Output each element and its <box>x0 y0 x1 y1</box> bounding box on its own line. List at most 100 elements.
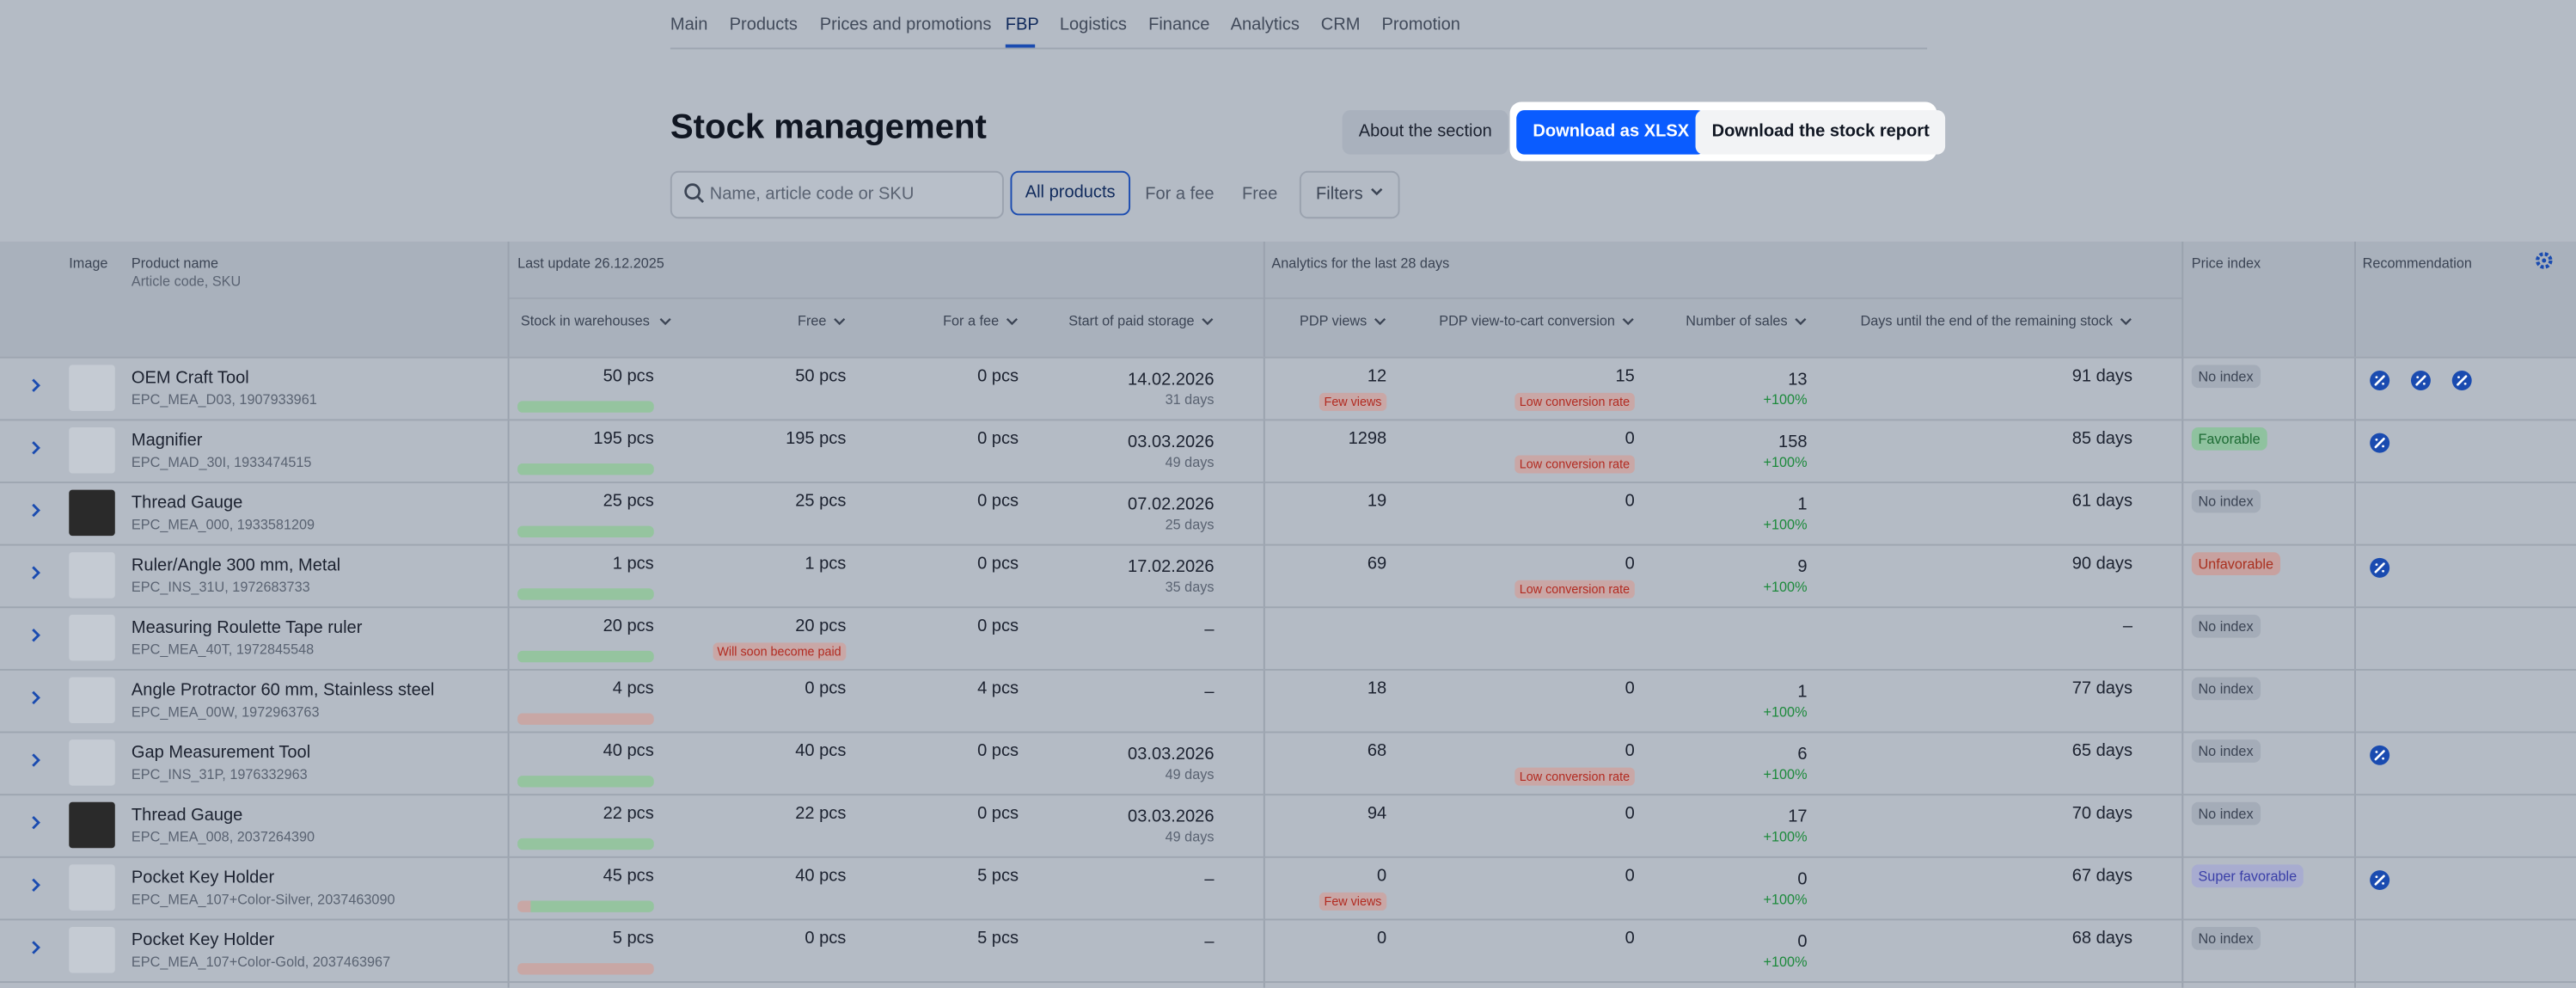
filter-tab[interactable]: Free <box>1242 184 1278 205</box>
column-header[interactable]: Free <box>798 312 827 329</box>
nav-item[interactable]: Analytics <box>1230 15 1300 35</box>
stock-bar <box>517 900 531 912</box>
price-index-badge: No index <box>2191 739 2261 763</box>
product-name[interactable]: Thread Gauge <box>131 493 243 513</box>
sales-change: +100% <box>1763 765 1808 782</box>
filter-tab[interactable]: All products <box>1010 170 1130 216</box>
search-icon <box>684 183 705 204</box>
price-index-badge: Super favorable <box>2191 864 2304 888</box>
sales: 0 <box>1797 869 1808 890</box>
download-xlsx-button[interactable]: Download as XLSX <box>1516 110 1706 155</box>
sales: 6 <box>1797 744 1808 764</box>
free: 0 pcs <box>805 928 847 948</box>
nav-item[interactable]: Finance <box>1148 15 1210 35</box>
product-name[interactable]: Ruler/Angle 300 mm, Metal <box>131 555 341 575</box>
column-header[interactable]: Days until the end of the remaining stoc… <box>1860 312 2114 329</box>
product-name[interactable]: Thread Gauge <box>131 805 243 825</box>
start-date: 03.03.2026 <box>1128 744 1215 764</box>
stock: 45 pcs <box>603 866 654 887</box>
header-product-sub: Article code, SKU <box>131 273 242 290</box>
fee: 0 pcs <box>977 803 1019 824</box>
free: 22 pcs <box>795 803 847 824</box>
product-name[interactable]: Pocket Key Holder <box>131 930 275 950</box>
row-divider <box>0 918 2576 921</box>
product-image <box>69 365 115 411</box>
filters-button-frame[interactable] <box>1299 170 1400 219</box>
product-code: EPC_MAD_30I, 1933474515 <box>131 453 312 470</box>
conversion-note: Low conversion rate <box>1514 767 1635 786</box>
header-last-update: Last update 26.12.2025 <box>517 255 664 272</box>
column-header[interactable]: Stock in warehouses <box>520 312 650 329</box>
nav-item[interactable]: CRM <box>1320 15 1361 35</box>
conversion: 0 <box>1625 866 1635 887</box>
row-divider <box>0 543 2576 546</box>
free: 40 pcs <box>795 741 847 761</box>
days-left: 77 days <box>2071 678 2132 699</box>
nav-item[interactable]: Main <box>670 15 708 35</box>
chevron <box>834 318 846 326</box>
start-date: – <box>1204 619 1215 640</box>
column-header[interactable]: PDP view-to-cart conversion <box>1439 312 1615 329</box>
sales-change: +100% <box>1763 953 1808 970</box>
product-name[interactable]: Gap Measurement Tool <box>131 742 311 763</box>
chevron <box>1795 318 1807 326</box>
sales: 17 <box>1788 807 1808 827</box>
column-header[interactable]: Start of paid storage <box>1068 312 1195 329</box>
header-analytics: Analytics for the last 28 days <box>1271 255 1450 272</box>
about-button[interactable]: About the section <box>1342 110 1508 155</box>
stock-bar <box>517 463 654 476</box>
conversion: 0 <box>1625 803 1635 824</box>
column-header[interactable]: PDP views <box>1300 312 1368 329</box>
days-left: 61 days <box>2071 491 2132 512</box>
column-header[interactable]: For a fee <box>943 312 1000 329</box>
filters-button[interactable]: Filters <box>1316 184 1363 205</box>
nav-item[interactable]: Promotion <box>1381 15 1460 35</box>
days-left: – <box>2122 616 2132 636</box>
stock: 22 pcs <box>603 803 654 824</box>
column-header[interactable]: Number of sales <box>1686 312 1788 329</box>
nav-item[interactable]: FBP <box>1005 15 1039 35</box>
product-name[interactable]: Pocket Key Holder <box>131 868 275 888</box>
expand-arrow <box>32 878 40 892</box>
free-note: Will soon become paid <box>712 642 847 661</box>
filter-tab[interactable]: For a fee <box>1145 184 1215 205</box>
start-date: 07.02.2026 <box>1128 494 1215 515</box>
sales: 0 <box>1797 931 1808 952</box>
product-name[interactable]: Magnifier <box>131 430 203 451</box>
search-box[interactable] <box>670 170 1004 219</box>
nav-item[interactable]: Prices and promotions <box>819 15 992 35</box>
stock: 5 pcs <box>612 928 654 948</box>
product-image <box>69 864 115 911</box>
nav-item[interactable]: Logistics <box>1059 15 1127 35</box>
sales: 1 <box>1797 494 1808 515</box>
product-name[interactable]: OEM Craft Tool <box>131 368 249 389</box>
nav-item[interactable]: Products <box>729 15 798 35</box>
chevron <box>1371 187 1383 196</box>
header-recommendation: Recommendation <box>2362 255 2472 272</box>
expand-arrow <box>32 566 40 580</box>
column-divider <box>507 241 510 988</box>
start-days: 49 days <box>1165 828 1215 845</box>
table-header <box>0 241 2576 357</box>
row-divider <box>0 731 2576 733</box>
product-image <box>69 426 115 474</box>
stock-bar <box>517 650 654 663</box>
download-report-button[interactable]: Download the stock report <box>1695 110 1946 155</box>
expand-arrow <box>32 753 40 767</box>
free: 20 pcs <box>795 616 847 636</box>
product-name[interactable]: Angle Protractor 60 mm, Stainless steel <box>131 680 435 701</box>
recommendation-icon <box>2370 745 2390 765</box>
recommendation-icon <box>2410 371 2431 390</box>
row-divider <box>0 356 2576 359</box>
fee: 0 pcs <box>977 741 1019 761</box>
days-left: 68 days <box>2071 928 2132 948</box>
recommendation-icon <box>2370 557 2390 578</box>
column-divider <box>2181 241 2184 988</box>
start-date: – <box>1204 931 1215 952</box>
views-note: Few views <box>1319 392 1387 411</box>
days-left: 91 days <box>2071 366 2132 387</box>
sales: 158 <box>1778 432 1808 452</box>
product-name[interactable]: Measuring Roulette Tape ruler <box>131 617 363 638</box>
